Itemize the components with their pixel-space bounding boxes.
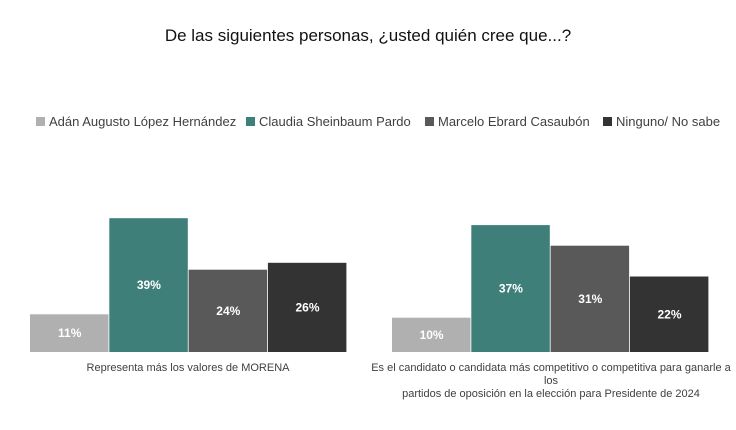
legend-label: Marcelo Ebrard Casaubón bbox=[438, 114, 590, 129]
bar bbox=[267, 262, 347, 352]
bar bbox=[30, 314, 109, 352]
legend-swatch bbox=[36, 117, 45, 126]
data-label: 39% bbox=[137, 278, 161, 292]
data-label: 37% bbox=[499, 282, 523, 296]
legend-swatch bbox=[603, 117, 612, 126]
legend-label: Adán Augusto López Hernández bbox=[49, 114, 237, 129]
bar bbox=[392, 317, 471, 352]
bar bbox=[188, 269, 268, 352]
data-label: 22% bbox=[657, 307, 681, 321]
bar bbox=[629, 276, 709, 352]
bar-chart-1: 11% 39% 24% 26% bbox=[30, 218, 347, 352]
data-label: 10% bbox=[420, 328, 444, 342]
legend: Adán Augusto López Hernández Claudia She… bbox=[0, 114, 736, 134]
legend-label: Ninguno/ No sabe bbox=[616, 114, 721, 129]
chart-title: De las siguientes personas, ¿usted quién… bbox=[164, 26, 572, 45]
bar bbox=[109, 218, 188, 352]
bar-chart-2: 10% 37% 31% 22% bbox=[392, 225, 709, 352]
legend-label: Claudia Sheinbaum Pardo bbox=[259, 114, 411, 129]
legend-item-marcelo: Marcelo Ebrard Casaubón bbox=[425, 114, 590, 129]
data-label: 11% bbox=[58, 326, 82, 340]
data-label: 31% bbox=[578, 292, 602, 306]
legend-item-adan: Adán Augusto López Hernández bbox=[36, 114, 236, 129]
data-label: 24% bbox=[216, 304, 240, 318]
chart-1-caption: Representa más los valores de MORENA bbox=[86, 362, 290, 374]
legend-item-claudia: Claudia Sheinbaum Pardo bbox=[246, 114, 411, 129]
chart-2-caption-line-2: partidos de oposición en la elección par… bbox=[402, 388, 700, 400]
legend-item-ninguno: Ninguno/ No sabe bbox=[603, 114, 720, 129]
legend-swatch bbox=[246, 117, 255, 126]
bar bbox=[550, 245, 630, 352]
bar bbox=[471, 225, 550, 352]
data-label: 26% bbox=[295, 300, 319, 314]
chart-2-caption-line-1: Es el candidato o candidata más competit… bbox=[371, 362, 731, 387]
chart-2-caption: Es el candidato o candidata más competit… bbox=[366, 362, 736, 401]
legend-swatch bbox=[425, 117, 434, 126]
